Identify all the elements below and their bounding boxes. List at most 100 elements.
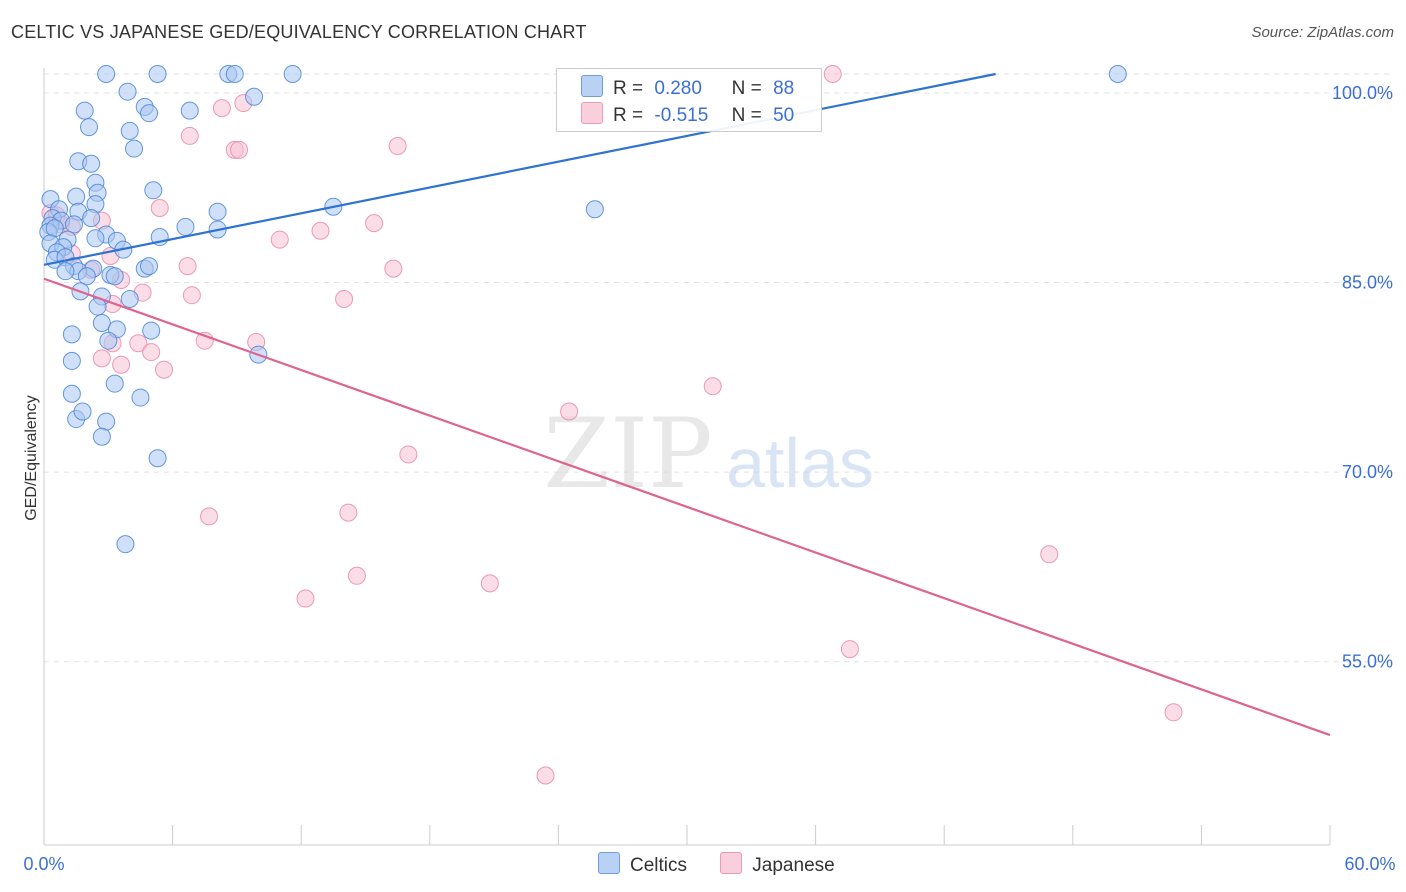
celtic-point [148,449,167,468]
legend-celtic-n-label: N = [731,78,762,99]
y-tick-label: 85.0% [1342,273,1393,293]
celtic-trend-line [43,72,996,266]
celtic-point [82,154,101,173]
japanese-point [180,126,199,145]
japanese-point [212,99,231,118]
celtic-point [585,200,604,219]
japanese-point [335,289,354,308]
japanese-point [384,259,403,278]
celtic-point [283,65,302,83]
japanese-point [270,230,289,249]
tick-labels: 55.0% 70.0% 85.0% 100.0% 0.0% 60.0% [23,83,1395,874]
celtic-point [1108,65,1127,83]
celtic-point [97,412,116,431]
japanese-point [200,507,219,526]
chart-title: CELTIC VS JAPANESE GED/EQUIVALENCY CORRE… [11,22,587,42]
legend-row-japanese: R = -0.515 N = 50 [581,102,794,126]
japanese-point [840,640,859,659]
legend-celtic-n-value: 88 [773,78,795,99]
celtic-points [39,65,1127,554]
bottom-japanese-swatch [720,852,743,874]
japanese-point [155,360,174,379]
japanese-point [399,445,418,464]
japanese-point [703,377,722,396]
x-tick-label: 60.0% [1344,854,1395,874]
bottom-celtic-label: Celtics [630,855,688,876]
celtic-point [62,351,81,370]
japanese-point [296,589,315,608]
legend-celtic-r-value: 0.280 [654,78,702,99]
bottom-legend-japanese: Japanese [720,852,835,877]
celtic-point [75,101,94,120]
gridlines [44,73,1390,663]
celtic-point [148,65,167,83]
celtic-point [225,65,244,83]
source-label: Source: ZipAtlas.com [1251,24,1394,41]
bottom-celtic-swatch [598,852,620,874]
celtic-point [99,331,118,350]
japanese-point [388,137,407,156]
celtic-point [86,229,105,248]
japanese-point [1164,703,1183,722]
celtic-point [77,267,96,286]
bottom-legend: Celtics Japanese [598,852,863,877]
japanese-swatch [581,102,603,124]
japanese-point [230,140,249,159]
celtic-point [125,139,144,158]
legend-japanese-r-value: -0.515 [654,105,709,126]
celtic-point [80,118,99,137]
japanese-trend-line [43,277,1331,737]
celtic-point [208,202,227,221]
japanese-point [365,214,384,233]
bottom-japanese-label: Japanese [752,855,835,876]
legend-celtic-r-label: R = [613,78,644,99]
legend-japanese-r-label: R = [613,105,644,126]
x-tick-label: 0.0% [23,854,64,874]
celtic-point [105,374,124,393]
celtic-point [62,384,81,403]
celtic-point [65,215,84,234]
legend-japanese-n-label: N = [731,105,762,126]
celtic-point [67,187,86,206]
legend-japanese-n-value: 50 [773,105,795,126]
y-axis-label: GED/Equivalency [23,395,40,520]
celtic-point [116,535,135,554]
japanese-point [560,402,579,421]
y-tick-label: 100.0% [1332,83,1393,103]
celtic-point [62,325,81,344]
celtic-point [144,181,163,200]
celtic-point [56,262,75,281]
celtic-point [92,427,111,446]
celtic-point [82,209,101,228]
celtic-point [118,82,137,101]
japanese-point [823,65,842,83]
watermark-atlas: atlas [726,424,874,502]
japanese-point [112,355,131,374]
bottom-legend-celtic: Celtics [598,852,687,877]
celtic-point [120,121,139,140]
y-tick-label: 70.0% [1342,462,1393,482]
celtic-point [97,65,116,83]
japanese-point [311,221,330,240]
japanese-point [339,503,358,522]
watermark: ZIP atlas [543,398,874,510]
trend-lines [43,72,1331,737]
japanese-point [142,343,161,362]
celtic-point [105,267,124,286]
celtic-swatch [581,75,603,97]
legend-row-celtic: R = 0.280 N = 88 [581,75,794,99]
japanese-point [129,334,148,353]
japanese-point [1040,545,1059,564]
celtic-point [142,321,161,340]
celtic-point [92,313,111,332]
japanese-point [182,286,201,305]
japanese-point [178,257,197,276]
celtic-point [140,257,159,276]
celtic-point [120,289,139,308]
celtic-point [140,104,159,123]
celtic-point [73,402,92,421]
celtic-point [131,388,150,407]
japanese-point [536,766,555,785]
japanese-point [92,349,111,368]
celtic-point [176,217,195,236]
